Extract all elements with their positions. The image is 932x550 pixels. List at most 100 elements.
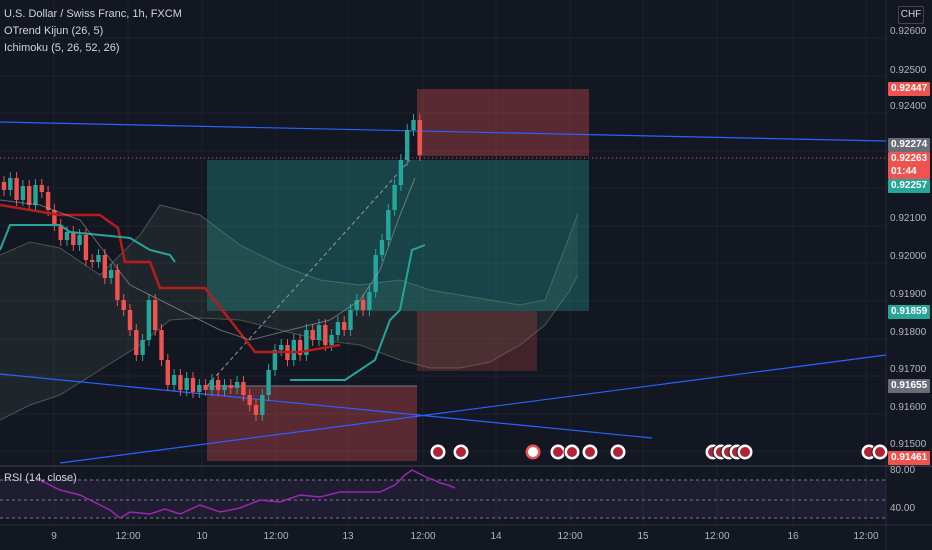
candle-body — [247, 395, 252, 405]
us-flag-icon[interactable] — [581, 443, 599, 461]
candle-body — [96, 255, 101, 262]
candle-body — [323, 325, 328, 345]
swiss-flag-icon[interactable] — [524, 443, 542, 461]
indicator-otrend[interactable]: OTrend Kijun (26, 5) — [4, 25, 104, 37]
price-badge-entry2: 0.91859 — [888, 305, 930, 319]
chart-legend: U.S. Dollar / Swiss Franc, 1h, FXCM OTre… — [4, 6, 182, 57]
us-flag-icon[interactable] — [549, 443, 567, 461]
candle-body — [20, 186, 26, 200]
candle-body — [335, 322, 341, 335]
candle-body — [159, 330, 164, 360]
candle-body — [71, 232, 76, 245]
us-flag-icon[interactable] — [452, 443, 470, 461]
time-tick: 12:00 — [115, 531, 141, 542]
price-tick: 0.91700 — [890, 364, 927, 375]
candle-body — [279, 345, 284, 350]
rsi-line — [39, 469, 456, 519]
candle-body — [83, 235, 89, 260]
symbol-title[interactable]: U.S. Dollar / Swiss Franc, 1h, FXCM — [4, 8, 182, 20]
us-flag-icon[interactable] — [609, 443, 627, 461]
position-loss-zone — [207, 386, 417, 461]
price-tick: 0.92600 — [890, 26, 927, 37]
candle-body — [342, 322, 347, 330]
candle-body — [90, 260, 95, 262]
candle-body — [1, 182, 7, 190]
time-tick: 12:00 — [557, 531, 583, 542]
candle-body — [58, 225, 63, 240]
trend-line — [0, 121, 887, 142]
candle-body — [77, 235, 82, 245]
countdown-badge: 01:44 — [888, 165, 930, 179]
candle-body — [241, 382, 246, 395]
candle-body — [354, 300, 359, 310]
candle-body — [165, 360, 170, 385]
price-tick: 0.91900 — [890, 289, 927, 300]
rsi-band — [0, 480, 886, 518]
candle-body — [392, 185, 397, 210]
candle-body — [134, 330, 139, 355]
us-flag-icon[interactable] — [429, 443, 447, 461]
position-loss-zone-2 — [417, 311, 537, 371]
time-tick: 9 — [51, 531, 57, 542]
candle-body — [348, 310, 353, 330]
candle-body — [127, 310, 133, 330]
us-flag-icon[interactable] — [563, 443, 581, 461]
candle-body — [45, 192, 51, 210]
position-path-line — [206, 159, 411, 387]
price-badge-target: 0.92447 — [888, 82, 930, 96]
time-tick: 12:00 — [704, 531, 730, 542]
currency-button[interactable]: CHF — [898, 6, 924, 24]
candle-body — [310, 330, 315, 340]
candle-body — [417, 120, 422, 155]
otrend-kijun-line — [0, 203, 341, 354]
price-tick: 0.92000 — [890, 251, 927, 262]
candle-body — [373, 255, 378, 292]
candle-body — [329, 335, 334, 345]
position-profit-zone — [207, 160, 589, 311]
candle-body — [253, 405, 259, 415]
candle-body — [411, 120, 416, 130]
price-tick: 0.91500 — [890, 439, 927, 450]
candle-body — [203, 385, 208, 390]
kijun-green-line — [0, 224, 176, 263]
rsi-tick: 80.00 — [890, 465, 916, 476]
candle-body — [146, 300, 152, 340]
cloud-edge — [0, 204, 579, 306]
time-tick: 12:00 — [853, 531, 879, 542]
price-tick: 0.92400 — [890, 101, 927, 112]
indicator-ichimoku[interactable]: Ichimoku (5, 26, 52, 26) — [4, 42, 120, 54]
candle-body — [386, 210, 391, 240]
candle-body — [209, 380, 215, 390]
candle-body — [108, 270, 114, 278]
candle-body — [379, 240, 385, 255]
trend-line — [59, 354, 887, 464]
price-badge-stop: 0.91461 — [888, 451, 930, 465]
candle-body — [405, 130, 410, 160]
candle-body — [190, 378, 196, 392]
price-tick: 0.91800 — [890, 327, 927, 338]
rsi-legend[interactable]: RSI (14, close) — [4, 472, 77, 484]
time-tick: 12:00 — [263, 531, 289, 542]
price-tick: 0.92500 — [890, 65, 927, 76]
candle-body — [304, 330, 309, 355]
price-tick: 0.91600 — [890, 402, 927, 413]
candle-body — [184, 378, 189, 390]
candle-body — [222, 385, 227, 390]
candle-body — [27, 186, 32, 205]
candle-body — [140, 340, 145, 355]
candle-body — [153, 300, 158, 330]
candle-body — [115, 270, 120, 300]
candle-body — [398, 160, 404, 185]
candle-body — [316, 325, 322, 340]
time-tick: 12:00 — [410, 531, 436, 542]
time-tick: 14 — [490, 531, 502, 542]
candle-body — [64, 232, 70, 240]
candle-body — [360, 300, 366, 310]
candle-body — [367, 292, 372, 310]
price-badge-entry: 0.92257 — [888, 179, 930, 193]
time-tick: 13 — [342, 531, 354, 542]
kijun-green-line — [290, 244, 426, 381]
us-flag-icon[interactable] — [736, 443, 754, 461]
candle-body — [272, 350, 278, 370]
